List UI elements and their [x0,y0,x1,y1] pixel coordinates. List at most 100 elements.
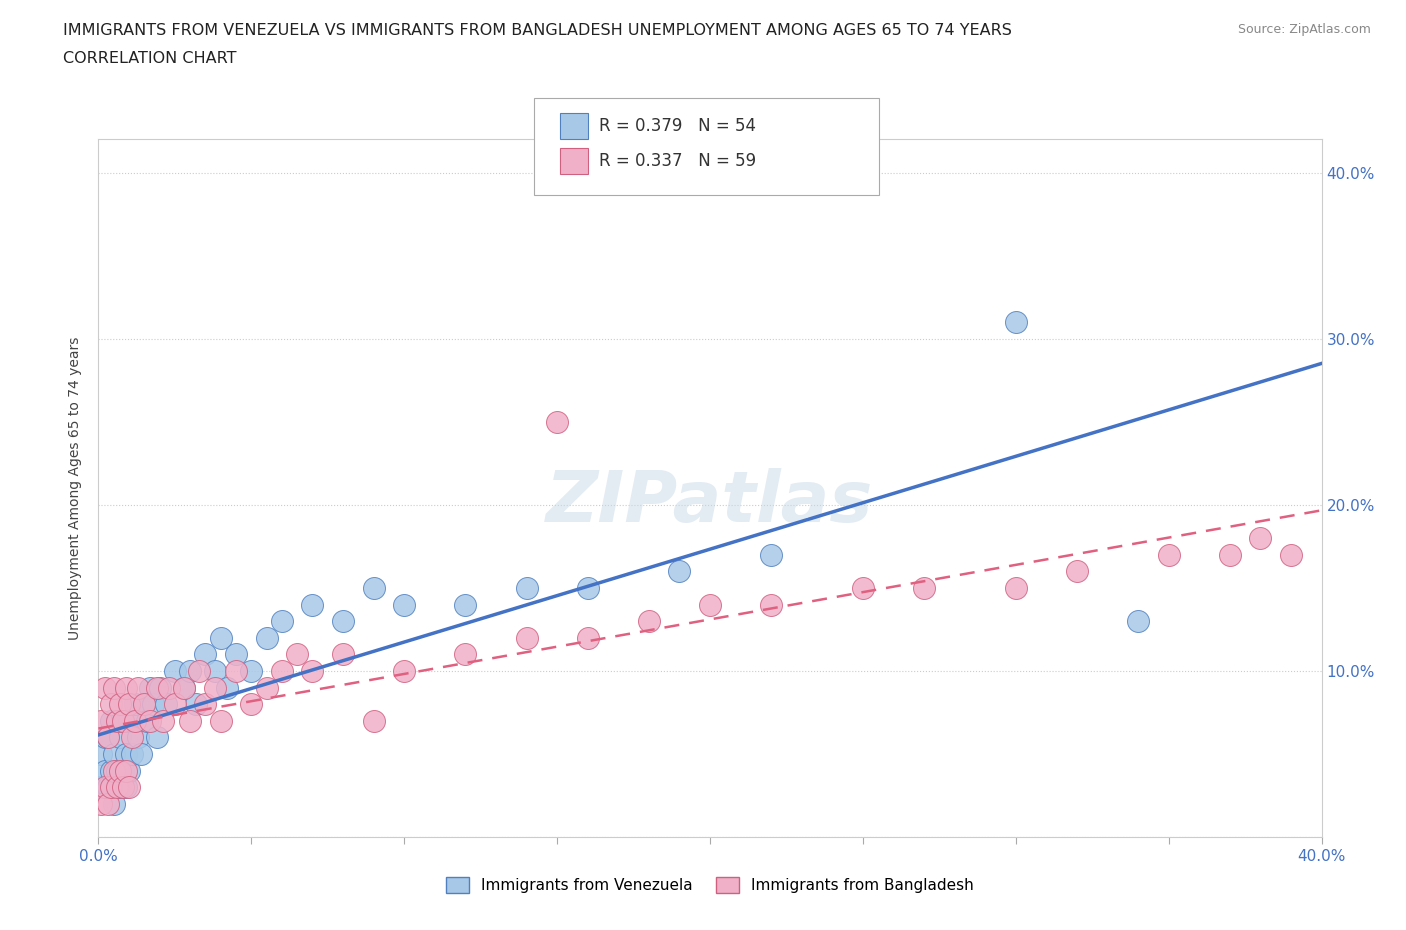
Point [1279,547,1302,562]
Point [142,697,165,711]
Point [105,779,128,794]
Point [1128,614,1150,629]
Point [240,663,263,678]
Point [194,697,217,711]
Point [129,747,152,762]
Point [1219,547,1241,562]
Point [204,680,226,695]
Point [215,680,238,695]
Point [155,697,177,711]
Point [240,697,263,711]
Point [127,680,149,695]
Point [179,663,201,678]
Point [270,663,292,678]
Point [1249,531,1271,546]
Point [1157,547,1180,562]
Point [105,713,128,728]
Point [90,796,112,811]
Point [256,631,278,645]
Y-axis label: Unemployment Among Ages 65 to 74 years: Unemployment Among Ages 65 to 74 years [69,337,83,640]
Legend: Immigrants from Venezuela, Immigrants from Bangladesh: Immigrants from Venezuela, Immigrants fr… [440,870,980,899]
Point [118,713,141,728]
Point [97,779,120,794]
Point [108,730,131,745]
Point [111,779,134,794]
Point [93,764,115,778]
Point [100,764,122,778]
Point [1004,314,1026,329]
Point [97,730,120,745]
Point [454,647,477,662]
Text: Source: ZipAtlas.com: Source: ZipAtlas.com [1237,23,1371,36]
Point [136,713,159,728]
Point [90,713,112,728]
Point [115,680,138,695]
Point [852,580,875,595]
Point [93,680,115,695]
Point [256,680,278,695]
Point [105,764,128,778]
Point [100,697,122,711]
Point [186,697,208,711]
Point [225,647,247,662]
Point [139,680,162,695]
Point [516,631,538,645]
Point [152,713,174,728]
Point [124,713,146,728]
Point [93,730,115,745]
Point [90,747,112,762]
Point [111,713,134,728]
Point [145,730,167,745]
Point [1004,580,1026,595]
Point [225,663,247,678]
Point [121,730,143,745]
Point [332,614,354,629]
Point [516,580,538,595]
Point [637,614,661,629]
Point [115,764,138,778]
Text: R = 0.337   N = 59: R = 0.337 N = 59 [599,152,756,170]
Point [97,730,120,745]
Point [139,713,162,728]
Point [145,680,167,695]
Point [759,597,782,612]
Point [301,663,323,678]
Point [163,663,186,678]
Point [363,580,385,595]
Point [103,796,125,811]
Point [576,631,599,645]
Point [179,713,201,728]
Point [115,779,138,794]
Text: CORRELATION CHART: CORRELATION CHART [63,51,236,66]
Point [912,580,935,595]
Point [363,713,385,728]
Point [108,779,131,794]
Point [204,663,226,678]
Point [576,580,599,595]
Point [100,713,122,728]
Point [124,697,146,711]
Point [115,747,138,762]
Point [105,713,128,728]
Point [392,663,416,678]
Point [163,697,186,711]
Point [149,680,172,695]
Point [90,779,112,794]
Point [392,597,416,612]
Point [759,547,782,562]
Point [285,647,308,662]
Point [173,680,195,695]
Point [134,697,156,711]
Point [194,647,217,662]
Point [1066,564,1088,578]
Point [188,663,211,678]
Point [103,747,125,762]
Point [100,779,122,794]
Point [270,614,292,629]
Point [127,730,149,745]
Point [97,796,120,811]
Point [546,415,568,430]
Point [93,779,115,794]
Point [209,713,232,728]
Point [108,697,131,711]
